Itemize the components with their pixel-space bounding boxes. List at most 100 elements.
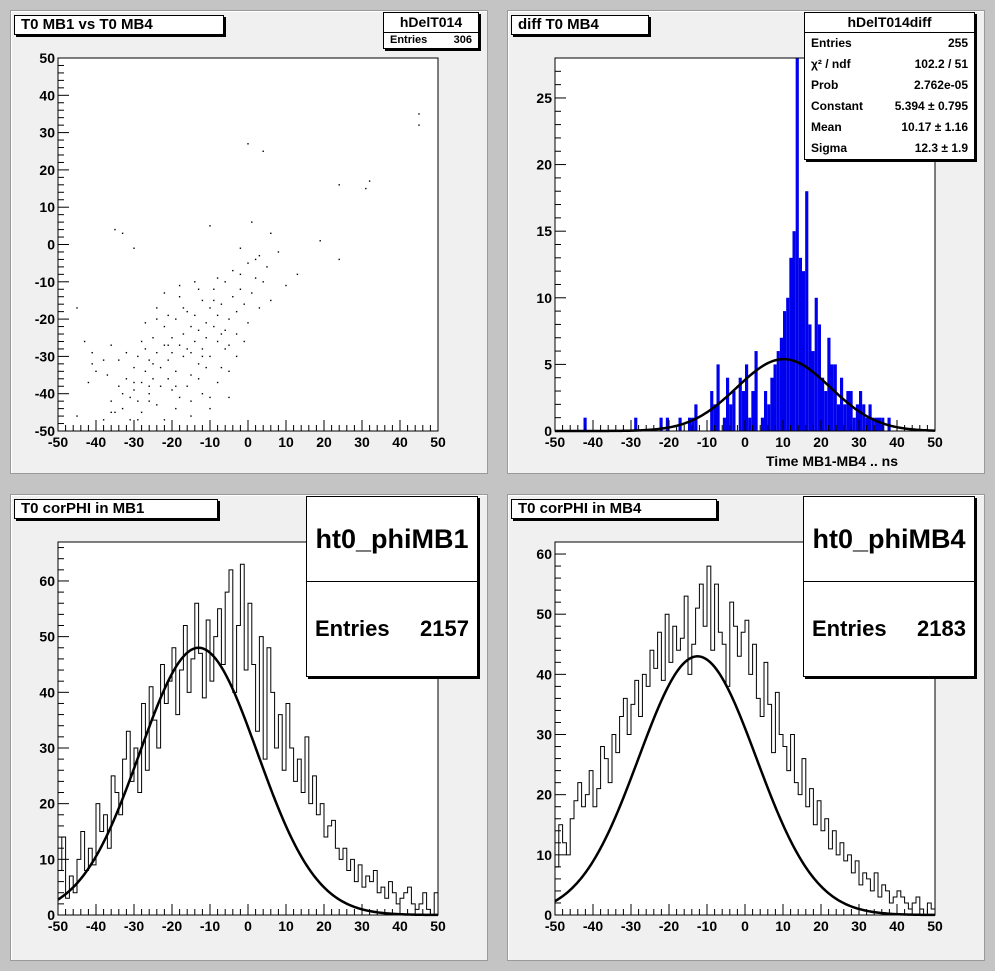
y-tick-label: 60 — [536, 546, 552, 562]
histogram-bar — [751, 391, 755, 431]
x-tick-label: -10 — [697, 434, 717, 450]
data-point — [91, 351, 93, 354]
data-point — [91, 363, 93, 365]
y-tick-label: 50 — [536, 606, 552, 622]
data-point — [110, 411, 112, 414]
x-tick-label: 40 — [889, 918, 905, 934]
data-point — [114, 228, 116, 231]
stats-value: 12.3 ± 1.9 — [914, 141, 968, 155]
stats-row: Entries 2183 — [804, 582, 974, 676]
y-tick-label: 10 — [536, 847, 552, 863]
histogram-bar — [814, 297, 818, 431]
data-point — [118, 385, 120, 387]
y-tick-label: 20 — [536, 787, 552, 803]
data-point — [102, 419, 105, 421]
data-point — [213, 325, 215, 328]
data-point — [235, 310, 238, 313]
data-point — [239, 288, 242, 290]
data-point — [118, 359, 120, 361]
histogram-bar — [786, 297, 790, 431]
y-tick-label: 50 — [39, 629, 55, 645]
y-tick-label: 60 — [39, 573, 55, 589]
data-point — [220, 303, 223, 305]
histogram-outline — [554, 565, 936, 916]
data-point — [228, 318, 230, 320]
stats-label: Entries — [811, 36, 852, 50]
data-point — [197, 378, 200, 380]
histogram-bar — [849, 391, 853, 431]
x-tick-label: 10 — [775, 434, 791, 450]
stats-label: Entries — [315, 616, 390, 641]
x-tick-label: -30 — [124, 434, 144, 450]
x-tick-label: -40 — [86, 434, 106, 450]
x-tick-label: 10 — [278, 918, 294, 934]
data-point — [137, 355, 139, 358]
histogram-bar — [808, 324, 812, 431]
y-tick-label: 0 — [47, 907, 55, 923]
scatter-chart[interactable]: -50 -40 -30 -20 -10 0 10 20 30 40 50 -50 -40 -30 -20 -1… — [11, 11, 487, 473]
data-point — [175, 318, 177, 320]
x-tick-label: 0 — [244, 918, 252, 934]
histogram-bar — [741, 391, 745, 431]
x-tick-label: 40 — [392, 434, 408, 450]
scatter-points — [76, 113, 420, 421]
stats-label: χ² / ndf — [811, 57, 851, 71]
stats-box: hDelT014diff Entries 255 χ² / ndf 102.2 / … — [804, 12, 975, 160]
stats-row: Entries 255 — [805, 33, 974, 54]
histogram-bar — [852, 417, 856, 431]
histogram-bar — [795, 58, 799, 431]
data-point — [270, 299, 272, 302]
histogram-bar — [754, 351, 758, 431]
stats-row: Sigma 12.3 ± 1.9 — [805, 138, 974, 159]
histogram-bar — [779, 337, 783, 431]
data-point — [121, 393, 124, 395]
stats-label: Mean — [811, 120, 842, 134]
x-tick-label: -10 — [200, 434, 220, 450]
x-tick-label: -30 — [621, 918, 641, 934]
x-tick-label: 30 — [851, 434, 867, 450]
stats-value: 255 — [947, 36, 968, 50]
data-point — [171, 351, 173, 354]
data-point — [156, 318, 158, 320]
pad-top-right: -50 -40 -30 -20 -10 0 10 20 30 40 50 0 5 10 15 20 25 dif… — [507, 10, 985, 474]
histogram-bar — [792, 231, 796, 431]
data-point — [365, 187, 367, 190]
y-tick-label: 20 — [536, 157, 552, 173]
histogram-bar — [824, 391, 828, 431]
data-point — [194, 340, 196, 343]
stats-name: ht0_phiMB1 — [307, 497, 477, 582]
histogram-bar — [836, 404, 840, 431]
data-point — [235, 333, 238, 335]
data-point — [171, 337, 173, 339]
data-point — [232, 269, 234, 272]
data-point — [76, 307, 78, 309]
data-point — [159, 385, 162, 387]
data-point — [232, 296, 234, 298]
data-point — [133, 389, 135, 391]
y-axis: -50 -40 -30 -20 -10 0 10 20 30 40 50 — [35, 50, 69, 439]
data-point — [140, 340, 143, 343]
x-axis-title: Time MB1-MB4 .. ns — [766, 453, 898, 469]
histogram-bar — [722, 417, 726, 431]
y-tick-label: 5 — [544, 356, 552, 372]
data-point — [140, 381, 143, 384]
data-point — [205, 337, 207, 339]
data-point — [83, 340, 86, 343]
stats-row: Entries 306 — [384, 33, 478, 48]
data-point — [125, 351, 128, 354]
histogram-bar — [783, 311, 787, 431]
stats-row: Constant 5.394 ± 0.795 — [805, 96, 974, 117]
data-point — [201, 355, 204, 358]
data-point — [228, 370, 230, 373]
histogram-outline — [57, 563, 439, 916]
data-point — [140, 411, 143, 414]
stats-value: 10.17 ± 1.16 — [901, 120, 968, 134]
histogram-bar — [691, 417, 695, 431]
data-point — [178, 396, 181, 399]
data-point — [228, 396, 230, 399]
x-tick-label: 20 — [813, 918, 829, 934]
data-point — [152, 363, 154, 365]
data-point — [224, 281, 226, 283]
x-tick-label: 20 — [813, 434, 829, 450]
data-point — [95, 370, 97, 373]
